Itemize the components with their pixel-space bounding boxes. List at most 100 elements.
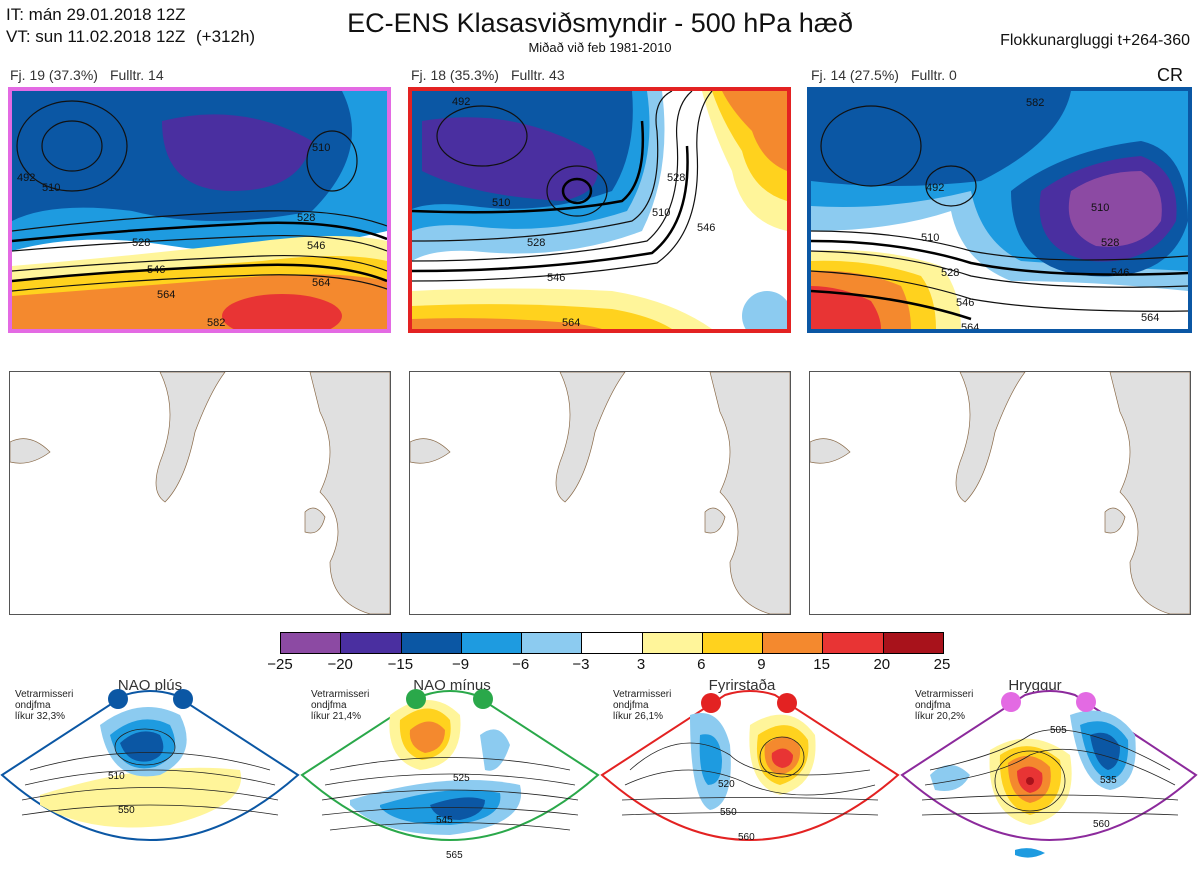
regime-title: NAO mínus: [413, 677, 491, 694]
contour-label: 564: [1141, 312, 1159, 324]
note-line: ondjfma: [311, 700, 347, 711]
contour-label: 535: [1100, 775, 1117, 786]
colorbar-segment: [340, 633, 401, 653]
contour-label: 545: [436, 815, 453, 826]
note-line: líkur 20,2%: [915, 711, 966, 722]
contour-label: 510: [108, 771, 125, 782]
colorbar-segment: [701, 633, 763, 653]
colorbar-tick-label: 20: [873, 656, 891, 673]
contour-label: 510: [1091, 202, 1109, 214]
contour-label: 546: [547, 272, 565, 284]
regimes-row: Vetrarmisseri ondjfma líkur 32,3% NAO pl…: [0, 675, 1200, 871]
contour-label: 560: [738, 832, 755, 843]
regime-nao-plus: Vetrarmisseri ondjfma líkur 32,3% NAO pl…: [0, 675, 300, 871]
blank-map-1: [9, 371, 391, 615]
contour-label: 550: [118, 805, 135, 816]
land-outline: [810, 372, 1190, 614]
valid-time-row: VT: sun 11.02.2018 12Z (+312h): [6, 26, 255, 48]
header-info: IT: mán 29.01.2018 12Z VT: sun 11.02.201…: [6, 4, 255, 48]
contour-label: 510: [42, 182, 60, 194]
contour-label: 528: [132, 237, 150, 249]
note-line: Vetrarmisseri: [15, 689, 74, 700]
colorbar-tick-label: −25: [267, 656, 293, 673]
colorbar-tick-label: 25: [933, 656, 951, 673]
cluster-1-name: Fj. 19 (37.3%): [10, 67, 98, 83]
regime-note: Vetrarmisseri ondjfma líkur 21,4%: [311, 689, 369, 722]
colorbar-segment: [281, 633, 341, 653]
contour-label: 528: [941, 267, 959, 279]
colorbar-tick-label: −15: [387, 656, 414, 673]
contour-label: 546: [147, 264, 165, 276]
contour-label: 550: [720, 807, 737, 818]
contour-label: 520: [718, 779, 735, 790]
contour-label: 505: [1050, 725, 1067, 736]
note-line: Vetrarmisseri: [613, 689, 672, 700]
cluster-3-map: 492 510 528 546 564 510 528 546 564 582: [807, 87, 1192, 333]
cluster-1-members: Fulltr. 14: [109, 67, 164, 83]
initial-time: IT: mán 29.01.2018 12Z: [6, 5, 186, 24]
land-outline: [410, 372, 790, 614]
note-line: líkur 32,3%: [15, 711, 66, 722]
colorbar-segment: [460, 633, 522, 653]
cluster-1-map: 492 510 528 546 564 582 510 528 546 564: [8, 87, 391, 333]
regime-map: 505 535 560: [900, 690, 1198, 858]
blank-map-3: [809, 371, 1191, 615]
blank-map-2: [409, 371, 791, 615]
contour-label: 528: [667, 172, 685, 184]
contour-label: 546: [956, 297, 974, 309]
regime-map: 525 545 565: [300, 689, 600, 861]
land-outline: [10, 372, 390, 614]
cluster-2-map: 492 510 528 546 564 528 510 546: [408, 87, 791, 333]
regime-title: Hryggur: [1008, 677, 1062, 694]
contour-label: 492: [926, 182, 944, 194]
contour-label: 546: [697, 222, 715, 234]
valid-time-hours: (+312h): [196, 27, 256, 46]
cluster-2-name: Fj. 18 (35.3%): [411, 67, 499, 83]
cluster-3-label: Fj. 14 (27.5%) Fulltr. 0: [811, 67, 969, 83]
regime-map: 520 550 560: [600, 690, 900, 843]
contour-label: 546: [307, 240, 325, 252]
page-subtitle: Miðað við feb 1981-2010: [528, 40, 672, 55]
contour-label: 510: [921, 232, 939, 244]
regime-note: Vetrarmisseri ondjfma líkur 26,1%: [613, 689, 671, 722]
contour-label: 546: [1111, 267, 1129, 279]
colorbar-tick-label: −3: [572, 656, 590, 673]
colorbar-segment: [400, 633, 461, 653]
cluster-3-name: Fj. 14 (27.5%): [811, 67, 899, 83]
colorbar: [280, 632, 944, 654]
colorbar-tick-label: −9: [451, 656, 470, 673]
page-title: EC-ENS Klasasviðsmyndir - 500 hPa hæð: [347, 8, 853, 38]
regime-ridge: Vetrarmisseri ondjfma líkur 20,2% Hryggu…: [900, 675, 1200, 871]
contour-label: 582: [207, 317, 225, 329]
colorbar-segment: [882, 633, 943, 653]
colorbar-segment: [641, 633, 702, 653]
regime-nao-minus: Vetrarmisseri ondjfma líkur 21,4% NAO mí…: [300, 675, 600, 871]
contour-label: 528: [1101, 237, 1119, 249]
contour-label: 564: [562, 317, 580, 329]
note-line: Vetrarmisseri: [311, 689, 370, 700]
cluster-2-members: Fulltr. 43: [510, 67, 565, 83]
cluster-3-field: 492 510 528 546 564 510 528 546 564 582: [811, 91, 1188, 329]
colorbar-segment: [822, 633, 883, 653]
colorbar-tick-label: 6: [697, 656, 706, 673]
contour-label: 510: [652, 207, 670, 219]
colorbar-tick-label: 15: [813, 656, 830, 673]
regime-title: NAO plús: [117, 677, 183, 694]
cluster-1-label: Fj. 19 (37.3%) Fulltr. 14: [10, 67, 176, 83]
colorbar-segment: [521, 633, 582, 653]
contour-label: 564: [961, 322, 979, 329]
contour-label: 564: [312, 277, 330, 289]
regime-blocking: Vetrarmisseri ondjfma líkur 26,1% Fyrirs…: [600, 675, 900, 871]
regime-note: Vetrarmisseri ondjfma líkur 32,3%: [15, 689, 73, 722]
note-line: ondjfma: [915, 700, 951, 711]
colorbar-tick-label: 9: [757, 656, 766, 673]
cluster-2-field: 492 510 528 546 564 528 510 546: [412, 91, 787, 329]
regime-map: 510 550: [0, 689, 300, 841]
contour-label: 510: [312, 142, 330, 154]
regime-title: Fyrirstaða: [708, 677, 776, 694]
contour-label: 582: [1026, 97, 1044, 109]
contour-label: 564: [157, 289, 175, 301]
contour-label: 492: [17, 172, 35, 184]
regime-note: Vetrarmisseri ondjfma líkur 20,2%: [915, 689, 973, 722]
colorbar-tick-label: −20: [327, 656, 353, 673]
